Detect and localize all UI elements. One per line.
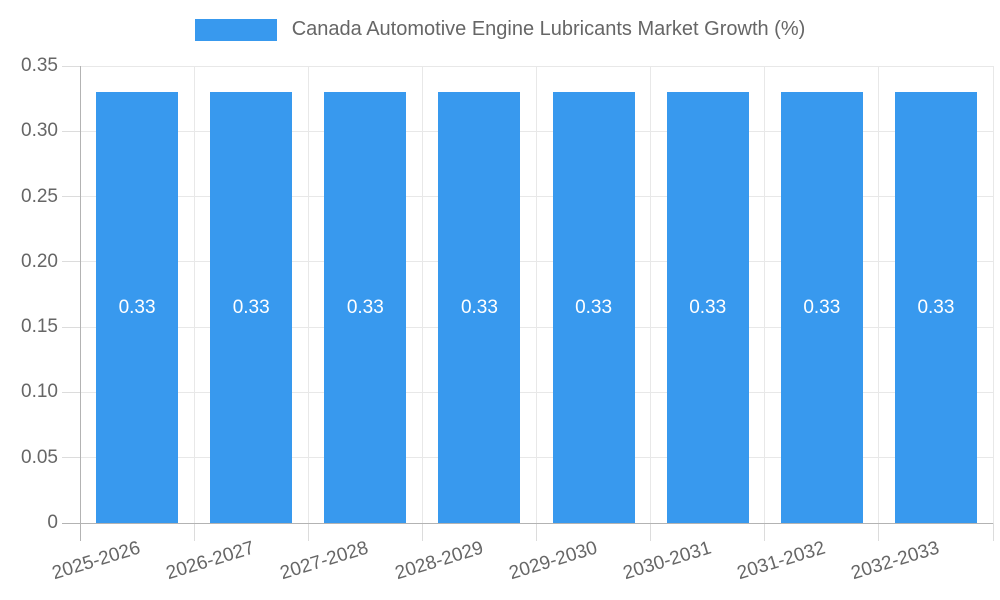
x-axis-label: 2025-2026	[49, 537, 143, 585]
y-axis-tick	[62, 130, 80, 132]
gridline-vertical	[307, 66, 309, 523]
bar	[666, 92, 749, 523]
bar-value-label: 0.33	[232, 296, 270, 318]
x-axis-tick	[193, 523, 195, 541]
bar	[780, 92, 863, 523]
x-axis-label: 2031-2032	[734, 537, 828, 585]
y-axis-label: 0.20	[21, 250, 58, 272]
gridline-vertical	[193, 66, 195, 523]
y-axis-tick	[62, 391, 80, 393]
bar	[96, 92, 179, 523]
gridline-vertical	[421, 66, 423, 523]
x-axis-tick	[764, 523, 766, 541]
chart-title: Canada Automotive Engine Lubricants Mark…	[291, 18, 806, 40]
bar	[210, 92, 293, 523]
chart-legend: Canada Automotive Engine Lubricants Mark…	[0, 18, 1000, 41]
x-axis-label: 2028-2029	[392, 537, 486, 585]
bar-value-label: 0.33	[118, 296, 156, 318]
bar-value-label: 0.33	[803, 296, 841, 318]
y-axis-label: 0.25	[21, 185, 58, 207]
gridline-vertical	[650, 66, 652, 523]
bar-value-label: 0.33	[917, 296, 955, 318]
x-axis-tick	[421, 523, 423, 541]
bar	[894, 92, 977, 523]
gridline-vertical	[878, 66, 880, 523]
y-axis-tick	[62, 261, 80, 263]
x-axis-tick	[536, 523, 537, 541]
x-axis-label: 2029-2030	[506, 537, 600, 585]
y-axis-label: 0.35	[21, 55, 58, 76]
bar	[324, 92, 407, 523]
x-axis-label: 2027-2028	[278, 537, 372, 585]
legend-item[interactable]: Canada Automotive Engine Lubricants Mark…	[194, 18, 806, 41]
y-axis-label: 0.30	[21, 120, 58, 142]
x-axis-tick	[307, 523, 309, 541]
bar-value-label: 0.33	[689, 296, 727, 318]
gridline-vertical	[536, 66, 537, 523]
x-axis-tick	[650, 523, 652, 541]
y-axis-label: 0.05	[21, 446, 58, 468]
y-axis-tick	[62, 65, 80, 67]
y-axis-label: 0.15	[21, 316, 58, 338]
bar-value-label: 0.33	[346, 296, 384, 318]
y-axis-line	[79, 66, 81, 541]
bar	[438, 92, 521, 523]
x-axis-tick	[992, 523, 994, 541]
bar	[552, 92, 635, 523]
x-axis-label: 2030-2031	[620, 537, 714, 585]
y-axis-tick	[62, 196, 80, 198]
bar-value-label: 0.33	[575, 296, 613, 318]
x-axis-label: 2032-2033	[848, 537, 942, 585]
y-axis-tick	[62, 457, 80, 459]
x-axis-line	[62, 522, 993, 524]
y-axis-label: 0.10	[21, 381, 58, 403]
gridline-vertical	[764, 66, 766, 523]
gridline-vertical	[992, 66, 994, 523]
x-axis-tick	[878, 523, 880, 541]
x-axis-label: 2026-2027	[164, 537, 258, 585]
legend-swatch	[194, 18, 277, 41]
y-axis-label: 0	[47, 512, 58, 533]
bar-value-label: 0.33	[460, 296, 498, 318]
y-axis-tick	[62, 326, 80, 328]
